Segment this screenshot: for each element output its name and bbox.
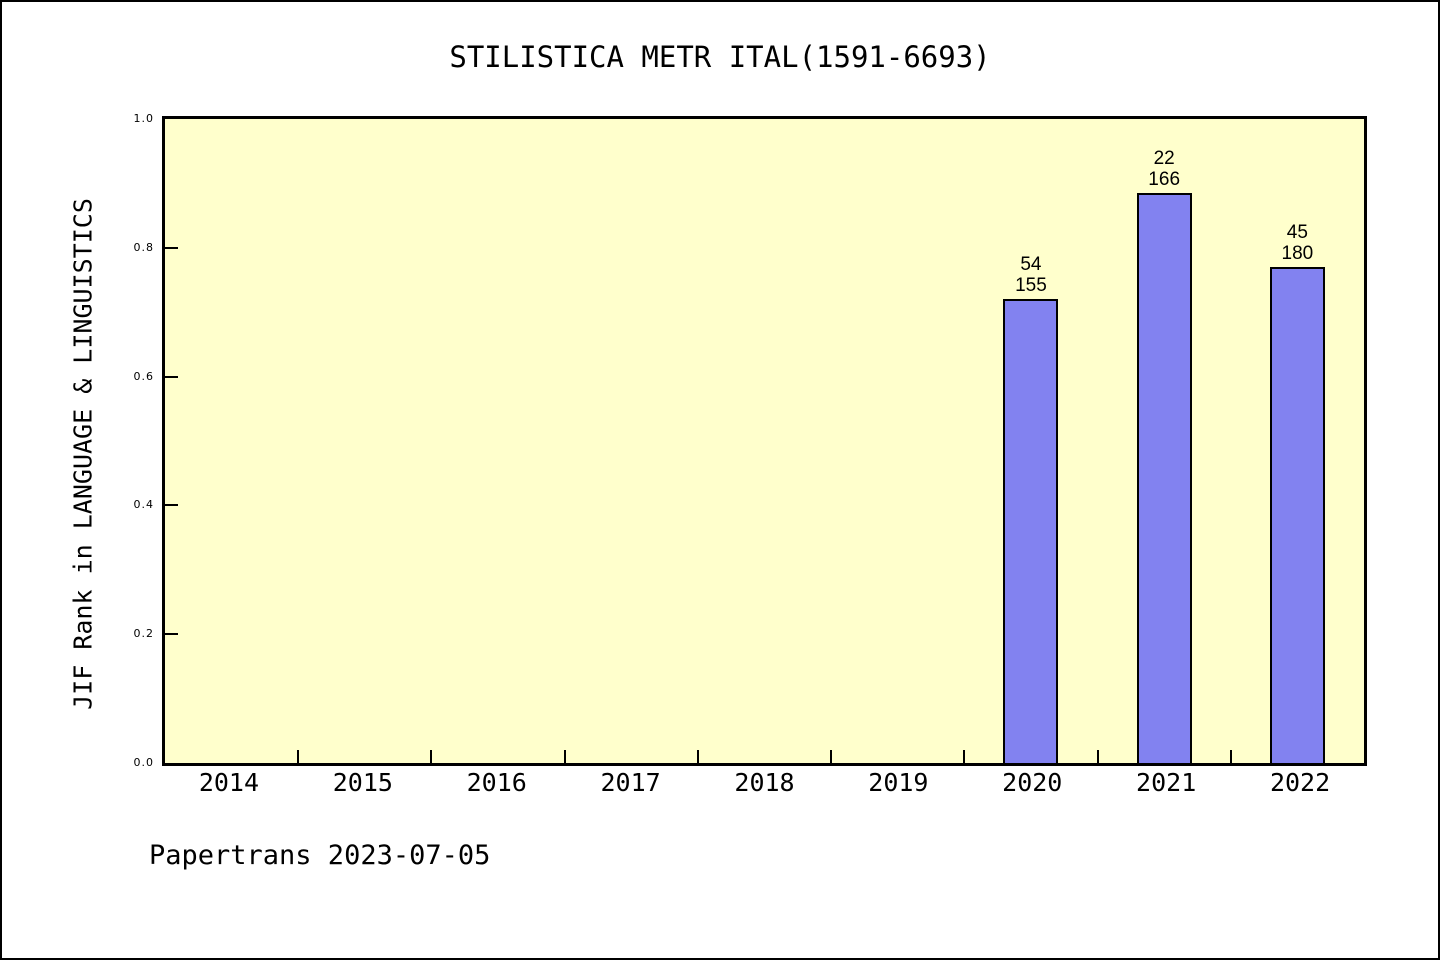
y-tick — [165, 246, 178, 249]
x-tick — [963, 750, 966, 763]
y-tick — [165, 375, 178, 378]
y-tick-label: 0.4 — [133, 498, 154, 512]
x-tick — [830, 750, 833, 763]
bar-2021 — [1136, 193, 1192, 763]
x-tick-label: 2014 — [198, 768, 260, 797]
x-tick — [297, 750, 300, 763]
bar-value-label: 54 155 — [1015, 254, 1047, 297]
chart-title: STILISTICA METR ITAL(1591-6693) — [449, 40, 991, 74]
y-tick-labels: 0.0 0.2 0.4 0.6 0.8 1.0 — [2, 2, 154, 958]
y-tick — [165, 633, 178, 636]
bar-value-label: 45 180 — [1281, 222, 1314, 265]
x-tick — [1229, 750, 1232, 763]
bar-value-label: 22 166 — [1148, 148, 1181, 191]
x-tick-label: 2019 — [868, 768, 929, 797]
x-tick-label: 2016 — [466, 768, 527, 797]
plot-area: 54 155 22 166 45 180 — [162, 116, 1367, 766]
y-tick-label: 0.8 — [133, 240, 154, 254]
x-tick-label: 2020 — [1002, 768, 1063, 797]
x-tick-label: 2021 — [1136, 768, 1197, 797]
footer-watermark: Papertrans 2023-07-05 — [149, 840, 491, 871]
bar-2022 — [1269, 267, 1325, 763]
x-tick-label: 2018 — [734, 768, 795, 797]
x-tick — [563, 750, 566, 763]
y-tick-label: 0.2 — [133, 627, 154, 641]
x-tick-label: 2015 — [332, 768, 393, 797]
y-tick-label: 1.0 — [133, 112, 154, 125]
y-tick — [165, 504, 178, 507]
x-tick — [696, 750, 699, 763]
x-tick-label: 2017 — [600, 768, 661, 797]
bar-2020 — [1003, 299, 1059, 763]
y-tick-label: 0.6 — [133, 369, 154, 383]
x-tick-labels: 2014 2015 2016 2017 2018 2019 2020 2021 2022 — [162, 768, 1367, 808]
x-tick — [1096, 750, 1099, 763]
x-tick-label: 2022 — [1269, 768, 1331, 797]
x-tick — [430, 750, 433, 763]
y-tick-label: 0.0 — [133, 756, 154, 769]
